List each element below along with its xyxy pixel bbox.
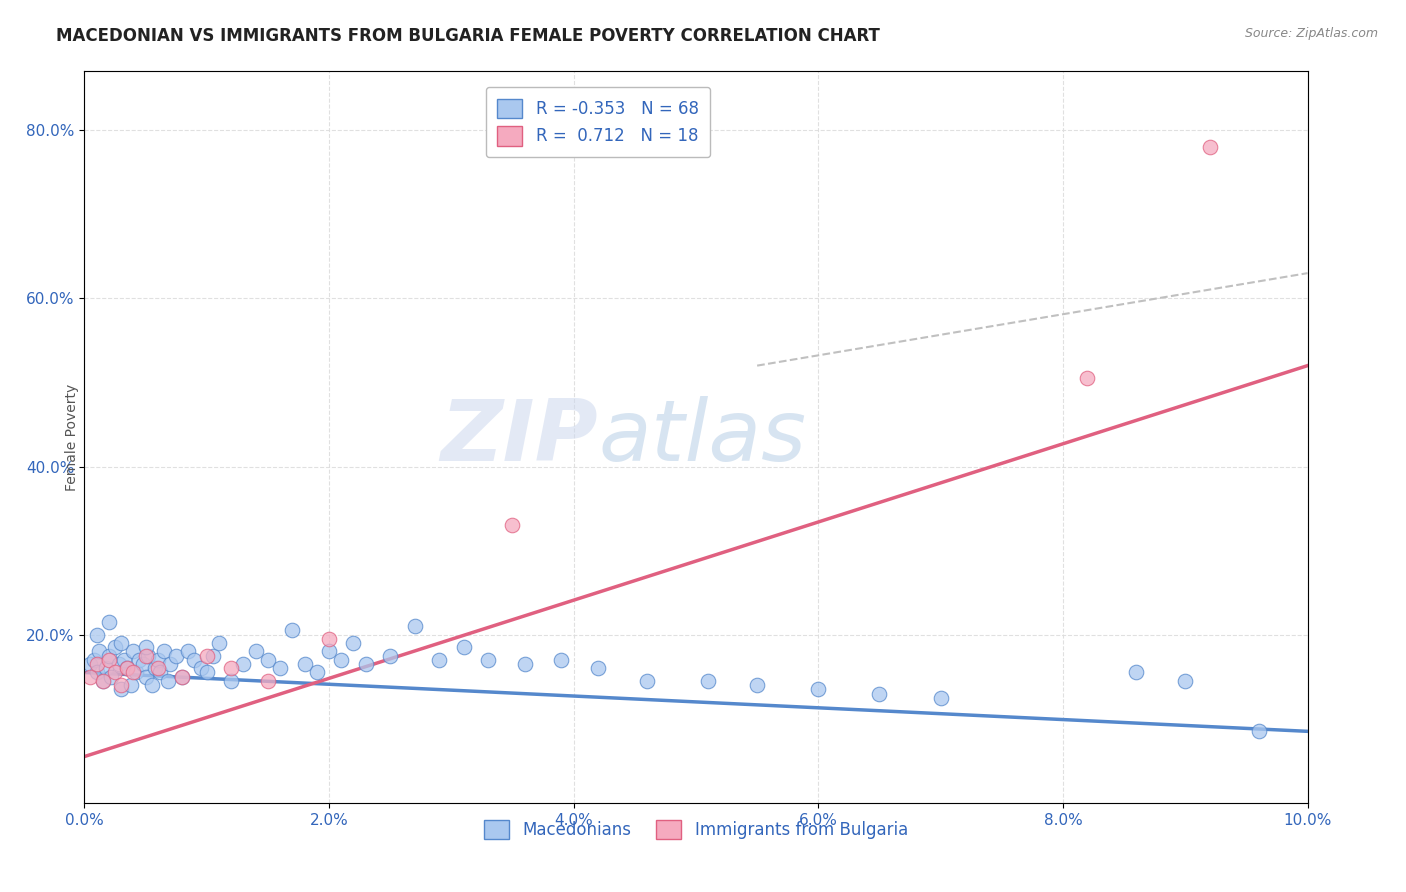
Point (513, 657, 536, 671)
Point (110, 678, 132, 692)
Point (136, 648, 159, 663)
Point (1174, 673, 1197, 688)
Point (294, 657, 316, 671)
Point (122, 665, 145, 680)
Text: MACEDONIAN VS IMMIGRANTS FROM BULGARIA FEMALE POVERTY CORRELATION CHART: MACEDONIAN VS IMMIGRANTS FROM BULGARIA F… (56, 27, 880, 45)
Point (190, 661, 212, 675)
Point (107, 657, 129, 671)
Point (869, 686, 891, 700)
Point (404, 619, 426, 633)
Point (807, 682, 830, 697)
Point (747, 678, 769, 692)
Point (219, 661, 242, 675)
Point (245, 644, 267, 658)
Point (112, 653, 135, 667)
Point (110, 682, 132, 697)
Point (929, 690, 952, 705)
Point (79, 670, 101, 684)
Legend: Macedonians, Immigrants from Bulgaria: Macedonians, Immigrants from Bulgaria (478, 814, 914, 846)
Point (146, 661, 169, 675)
Point (122, 644, 145, 658)
Point (586, 661, 609, 675)
Point (380, 648, 402, 663)
Point (172, 670, 194, 684)
Point (183, 653, 205, 667)
Point (281, 624, 304, 638)
Point (125, 665, 148, 680)
Point (86, 657, 108, 671)
Point (269, 661, 291, 675)
Point (165, 648, 187, 663)
Point (427, 653, 450, 667)
Point (697, 673, 720, 688)
Point (86, 665, 108, 680)
Y-axis label: Female Poverty: Female Poverty (65, 384, 79, 491)
Point (91, 673, 114, 688)
Point (201, 648, 224, 663)
Point (97, 648, 120, 663)
Point (104, 640, 127, 655)
Point (153, 644, 176, 658)
Point (1247, 724, 1270, 739)
Point (257, 653, 280, 667)
Text: ZIP: ZIP (440, 395, 598, 479)
Point (219, 673, 242, 688)
Point (453, 640, 475, 655)
Point (141, 678, 163, 692)
Point (318, 632, 340, 646)
Point (477, 653, 499, 667)
Point (177, 644, 200, 658)
Point (143, 661, 166, 675)
Point (115, 661, 138, 675)
Point (97, 615, 120, 629)
Point (115, 661, 138, 675)
Point (149, 665, 172, 680)
Text: Source: ZipAtlas.com: Source: ZipAtlas.com (1244, 27, 1378, 40)
Point (257, 673, 280, 688)
Point (156, 673, 179, 688)
Point (120, 678, 142, 692)
Point (91, 673, 114, 688)
Point (83, 653, 105, 667)
Point (1125, 665, 1147, 680)
Point (86, 627, 108, 641)
Point (330, 653, 353, 667)
Point (318, 644, 340, 658)
Point (342, 636, 364, 650)
Point (96, 661, 118, 675)
Point (110, 636, 132, 650)
Point (97, 653, 120, 667)
Point (135, 670, 157, 684)
Point (146, 653, 169, 667)
Point (159, 657, 181, 671)
Point (232, 657, 254, 671)
Point (132, 657, 155, 671)
Point (1076, 371, 1098, 385)
Point (550, 653, 572, 667)
Point (1198, 140, 1220, 154)
Point (79, 657, 101, 671)
Text: atlas: atlas (598, 395, 806, 479)
Point (354, 657, 377, 671)
Point (305, 665, 328, 680)
Point (195, 648, 218, 663)
Point (172, 670, 194, 684)
Point (104, 665, 127, 680)
Point (87, 644, 110, 658)
Point (208, 636, 231, 650)
Point (502, 518, 524, 533)
Point (100, 670, 122, 684)
Point (135, 648, 157, 663)
Point (128, 653, 150, 667)
Point (135, 640, 157, 655)
Point (195, 665, 218, 680)
Point (636, 673, 658, 688)
